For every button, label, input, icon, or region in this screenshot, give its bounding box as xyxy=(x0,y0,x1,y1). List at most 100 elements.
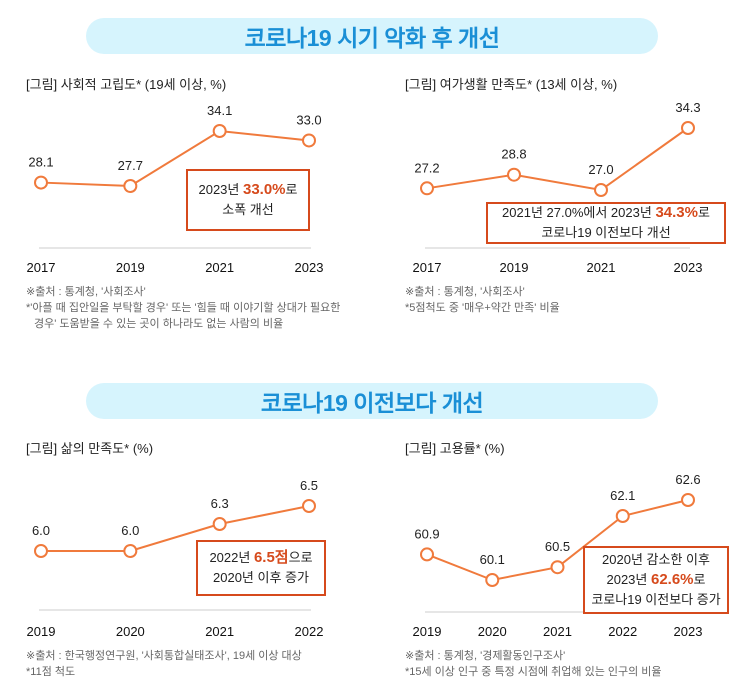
source-note: ※출처 : 통계청, '사회조사' xyxy=(405,286,525,298)
callout-highlight: 6.5점 xyxy=(253,549,289,566)
data-point xyxy=(681,493,695,507)
data-point xyxy=(615,509,630,523)
callout-text: 소폭 개선 xyxy=(222,202,274,217)
footnote: 경우' 도움받을 수 있는 곳이 하나라도 없는 사람의 비율 xyxy=(34,318,284,330)
chart-title: [그림] 사회적 고립도* (19세 이상, %) xyxy=(26,77,227,92)
callout-line: 2021년 27.0%에서 2023년 34.3%로 xyxy=(488,203,724,223)
data-point xyxy=(507,167,521,182)
x-tick-label: 2017 xyxy=(413,260,442,275)
series-line xyxy=(40,129,310,188)
chart-notes: ※출처 : 통계청, '경제활동인구조사' *15세 이상 인구 중 특정 시점에… xyxy=(405,648,662,680)
callout-line: 2023년 62.6%로 xyxy=(585,570,727,590)
callout-text: 코로나19 이전보다 개선 xyxy=(541,225,671,240)
x-tick-label: 2023 xyxy=(674,624,703,639)
data-point xyxy=(212,124,227,138)
callout-text: 로 xyxy=(285,182,298,197)
data-point xyxy=(212,517,227,531)
line-chart: 28.1 2017 27.7 2019 34.1 2021 33.0 2023 xyxy=(27,103,324,275)
source-note: ※출처 : 한국행정연구원, '사회통합실태조사', 19세 이상 대상 xyxy=(26,650,302,662)
callout-box: 2020년 감소한 이후 2023년 62.6%로 코로나19 이전보다 증가 xyxy=(583,546,729,614)
chart-social-isolation: [그림] 사회적 고립도* (19세 이상, %) 28.1 2017 27.7 20… xyxy=(26,74,376,334)
callout-line: 2020년 이후 증가 xyxy=(198,568,324,588)
chart-notes: ※출처 : 통계청, '사회조사' *'아플 때 집안일을 부탁할 경우' 또는 … xyxy=(26,284,340,332)
x-tick-label: 2017 xyxy=(27,260,56,275)
data-label: 34.3 xyxy=(675,100,700,115)
callout-line: 2023년 33.0%로 xyxy=(188,180,308,200)
line-chart: 27.2 2017 28.8 2019 27.0 2021 34.3 2023 xyxy=(413,100,703,275)
x-tick-label: 2020 xyxy=(478,624,507,639)
section-title-2: 코로나19 이전보다 개선 xyxy=(260,390,484,416)
callout-line: 코로나19 이전보다 증가 xyxy=(585,590,727,610)
x-tick-label: 2021 xyxy=(205,624,234,639)
callout-highlight: 62.6% xyxy=(650,571,694,588)
callout-line: 2022년 6.5점으로 xyxy=(198,548,324,568)
data-point xyxy=(34,544,48,558)
callout-text: 2020년 이후 증가 xyxy=(213,570,309,585)
x-tick-label: 2021 xyxy=(543,624,572,639)
x-tick-label: 2019 xyxy=(27,624,56,639)
chart-leisure-satisfaction: [그림] 여가생활 만족도* (13세 이상, %) 27.2 2017 28.8 2… xyxy=(405,74,744,334)
data-point xyxy=(485,573,500,587)
footnote: *'아플 때 집안일을 부탁할 경우' 또는 '힘들 때 이야기할 상대가 필요… xyxy=(26,302,341,314)
x-tick-label: 2023 xyxy=(674,260,703,275)
chart-notes: ※출처 : 통계청, '사회조사' *5점척도 중 '매우+약간 만족' 비율 xyxy=(405,284,560,316)
callout-text: 으로 xyxy=(288,550,313,565)
callout-highlight: 33.0% xyxy=(242,181,286,198)
series-line xyxy=(41,505,310,552)
data-label: 6.5 xyxy=(300,478,318,493)
callout-box: 2022년 6.5점으로 2020년 이후 증가 xyxy=(196,540,326,596)
chart-life-satisfaction: [그림] 삶의 만족도* (%) 6.0 2019 6.0 2020 6.3 2021 6.… xyxy=(26,438,376,698)
section-banner-1: 코로나19 시기 악화 후 개선 xyxy=(86,18,658,54)
data-point xyxy=(420,181,434,196)
chart-title: [그림] 삶의 만족도* (%) xyxy=(26,441,154,456)
footnote: *11점 척도 xyxy=(26,666,76,678)
callout-text: 2021년 27.0%에서 2023년 xyxy=(502,205,656,220)
callout-text: 로 xyxy=(697,205,710,220)
data-point xyxy=(420,547,434,562)
callout-highlight: 34.3% xyxy=(655,204,698,221)
data-point xyxy=(302,133,316,148)
callout-text: 2022년 xyxy=(209,550,254,565)
data-point xyxy=(550,560,565,575)
data-point xyxy=(681,121,695,135)
callout-text: 2020년 감소한 이후 xyxy=(602,552,710,567)
chart-title: [그림] 고용률* (%) xyxy=(405,441,505,456)
data-point xyxy=(302,499,316,513)
data-label: 33.0 xyxy=(296,112,321,127)
data-label: 6.0 xyxy=(121,523,139,538)
section-banner-2: 코로나19 이전보다 개선 xyxy=(86,383,658,419)
data-label: 27.7 xyxy=(118,158,143,173)
data-label: 6.3 xyxy=(211,496,229,511)
x-tick-label: 2022 xyxy=(295,624,324,639)
x-tick-label: 2019 xyxy=(413,624,442,639)
chart-notes: ※출처 : 한국행정연구원, '사회통합실태조사', 19세 이상 대상 *11점… xyxy=(26,648,302,680)
footnote: *5점척도 중 '매우+약간 만족' 비율 xyxy=(405,302,560,314)
data-label: 60.9 xyxy=(414,526,439,541)
series-line xyxy=(426,127,689,192)
callout-line: 코로나19 이전보다 개선 xyxy=(488,223,724,243)
data-label: 60.5 xyxy=(545,539,570,554)
data-label: 6.0 xyxy=(32,523,50,538)
callout-line: 소폭 개선 xyxy=(188,200,308,220)
data-point xyxy=(123,544,138,558)
data-point xyxy=(123,179,138,193)
chart-employment-rate: [그림] 고용률* (%) 60.9 2019 60.1 2020 60.5 2021 62… xyxy=(405,438,744,698)
data-label: 27.2 xyxy=(414,160,439,175)
data-label: 34.1 xyxy=(207,103,232,118)
callout-text: 2023년 xyxy=(198,182,243,197)
x-tick-label: 2021 xyxy=(205,260,234,275)
x-tick-label: 2019 xyxy=(116,260,145,275)
data-point xyxy=(34,175,48,190)
data-label: 28.1 xyxy=(28,155,53,170)
callout-line: 2020년 감소한 이후 xyxy=(585,550,727,570)
chart-title: [그림] 여가생활 만족도* (13세 이상, %) xyxy=(405,77,618,92)
line-chart: 6.0 2019 6.0 2020 6.3 2021 6.5 2022 xyxy=(27,478,324,639)
data-label: 62.6 xyxy=(675,472,700,487)
footnote: *15세 이상 인구 중 특정 시점에 취업해 있는 인구의 비율 xyxy=(405,666,662,678)
data-label: 60.1 xyxy=(480,552,505,567)
section-title-1: 코로나19 시기 악화 후 개선 xyxy=(244,25,500,51)
data-label: 62.1 xyxy=(610,488,635,503)
data-label: 28.8 xyxy=(501,147,526,162)
